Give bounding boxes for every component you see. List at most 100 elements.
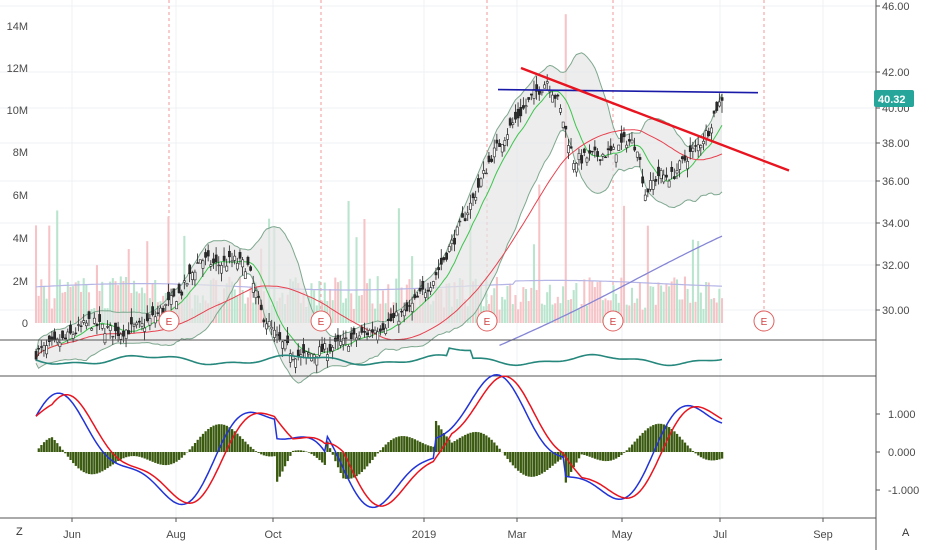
candle-9	[58, 334, 62, 352]
macd-tick-label-0: 1.000	[888, 409, 916, 421]
candle-body-98	[294, 358, 298, 368]
candle-244	[680, 155, 684, 164]
candle-body-26	[103, 333, 107, 344]
candle-70	[220, 262, 223, 282]
candle-52	[172, 288, 176, 298]
macd-hist-bar-259	[721, 452, 724, 459]
volume-bar-114	[336, 282, 339, 323]
candle-body-206	[580, 155, 584, 164]
macd-hist-bar-39	[138, 452, 141, 457]
candle-43	[148, 313, 152, 331]
candle-body-17	[79, 325, 83, 327]
candle-16	[77, 316, 80, 332]
candle-215	[604, 156, 607, 159]
candle-body-1	[37, 348, 41, 350]
macd-hist-bar-103	[307, 452, 311, 453]
candle-body-232	[649, 180, 652, 190]
candle-body-80	[246, 256, 250, 265]
candle-body-192	[543, 84, 546, 89]
candle-body-5	[47, 335, 51, 342]
volume-bar-84	[257, 286, 260, 323]
candle-51	[169, 288, 173, 311]
candle-body-61	[196, 262, 200, 264]
macd-hist-bar-21	[90, 452, 93, 475]
macd-hist-bar-131	[381, 447, 385, 452]
candle-153	[439, 249, 443, 271]
macd-hist-bar-75	[233, 431, 236, 452]
macd-hist-bar-3	[42, 442, 46, 452]
corner-label-left[interactable]: Z	[16, 526, 23, 538]
candle-87	[265, 318, 268, 335]
candle-81	[249, 265, 252, 272]
candle-88	[267, 312, 271, 327]
candle-body-65	[206, 250, 210, 257]
macd-hist-bar-8	[56, 443, 59, 452]
candle-body-56	[183, 280, 186, 283]
x-tick-label-2: Oct	[264, 529, 281, 541]
corner-label-right[interactable]: A	[902, 527, 910, 539]
candle-216	[606, 141, 610, 158]
candle-39	[137, 317, 141, 328]
candle-body-181	[514, 111, 517, 120]
macd-hist-bar-252	[702, 452, 705, 459]
volume-bar-36	[130, 293, 133, 323]
macd-hist-bar-200	[564, 452, 567, 483]
candle-body-234	[654, 178, 658, 182]
volume-bar-228	[638, 282, 641, 323]
macd-hist-bar-194	[548, 452, 552, 468]
volume-bar-247	[689, 302, 692, 323]
candle-body-19	[85, 322, 88, 327]
macd-hist-bar-119	[350, 452, 353, 479]
candlesticks	[34, 74, 724, 374]
candle-144	[416, 291, 419, 298]
macd-hist-bar-70	[220, 424, 223, 452]
candle-156	[447, 243, 451, 253]
volume-bar-6	[50, 308, 53, 323]
macd-hist-bar-191	[540, 452, 544, 474]
candle-body-154	[442, 257, 446, 261]
volume-bar-138	[400, 287, 403, 323]
macd-hist-bar-183	[519, 452, 522, 473]
macd-hist-bar-196	[554, 452, 557, 464]
candle-134	[389, 307, 393, 322]
candle-154	[442, 257, 446, 263]
macd-hist-bar-217	[609, 452, 613, 461]
macd-hist-bar-130	[379, 450, 382, 452]
volume-bar-1	[37, 295, 40, 323]
candle-body-115	[339, 341, 343, 346]
macd-hist-bar-105	[313, 452, 316, 456]
volume-bar-10	[61, 292, 64, 323]
volume-bar-123	[360, 295, 363, 323]
candle-body-153	[439, 257, 443, 265]
macd-hist-bar-83	[254, 451, 258, 452]
candle-248	[691, 141, 695, 159]
macd-hist-bar-207	[583, 452, 586, 456]
candle-173	[492, 139, 496, 164]
volume-bar-129	[376, 276, 379, 323]
candle-247	[688, 137, 692, 160]
candle-0	[34, 348, 38, 362]
macd-hist-bar-211	[593, 452, 597, 459]
candle-body-163	[466, 212, 470, 216]
candle-141	[408, 299, 411, 313]
candle-258	[718, 93, 721, 108]
candle-240	[670, 161, 674, 180]
candle-1	[37, 345, 41, 356]
candle-body-139	[402, 309, 406, 317]
macd-hist-bar-239	[668, 427, 671, 452]
candle-body-210	[590, 150, 594, 153]
volume-bar-195	[551, 304, 554, 323]
macd-hist-bar-165	[472, 432, 475, 452]
volume-bar-12	[66, 281, 69, 323]
candle-191	[540, 90, 544, 96]
volume-bar-113	[334, 277, 337, 323]
candle-body-146	[421, 280, 425, 290]
macd-hist-bar-145	[419, 441, 422, 452]
macd-hist-bar-17	[80, 452, 83, 471]
candle-222	[622, 127, 626, 143]
macd-hist-bar-25	[101, 452, 104, 472]
candle-body-156	[447, 246, 451, 252]
macd-hist-bar-53	[175, 452, 178, 462]
